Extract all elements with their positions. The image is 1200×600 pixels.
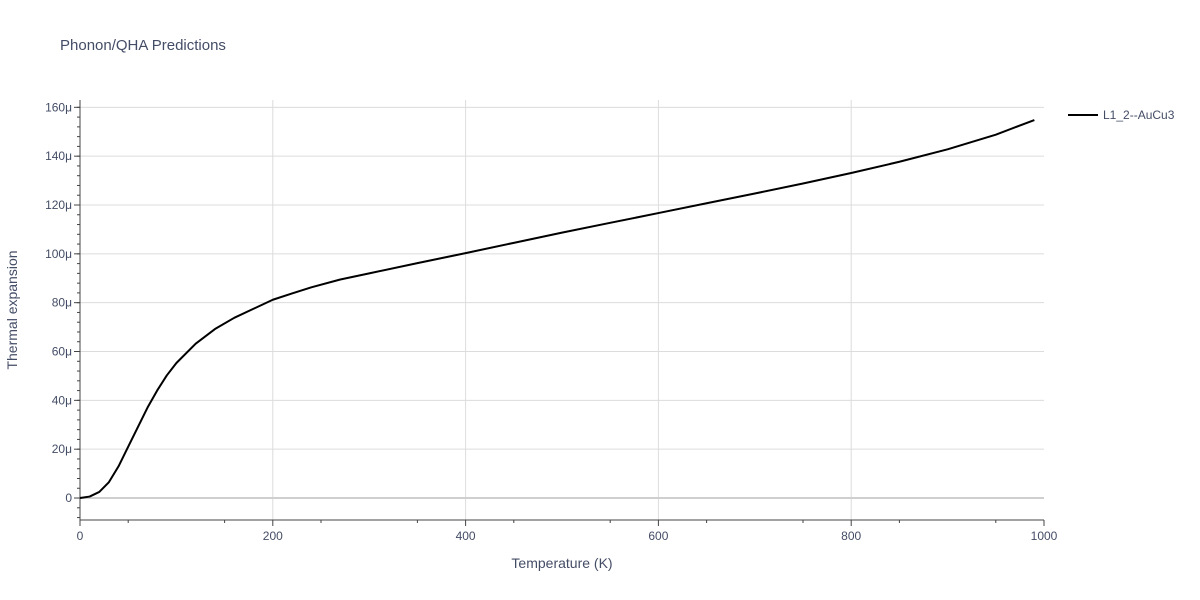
legend[interactable]: L1_2--AuCu3 bbox=[1068, 108, 1175, 122]
x-tick-label: 1000 bbox=[1031, 529, 1058, 543]
grid-layer bbox=[80, 100, 1044, 520]
x-axis-title: Temperature (K) bbox=[511, 555, 612, 571]
y-tick-label: 120μ bbox=[45, 198, 72, 212]
y-tick-label: 40μ bbox=[52, 393, 72, 407]
chart-title: Phonon/QHA Predictions bbox=[60, 37, 226, 54]
y-tick-label: 0 bbox=[65, 491, 72, 505]
y-tick-label: 60μ bbox=[52, 345, 72, 359]
legend-label: L1_2--AuCu3 bbox=[1103, 108, 1175, 122]
y-tick-label: 100μ bbox=[45, 247, 72, 261]
y-axis-title: Thermal expansion bbox=[4, 250, 20, 369]
plot-layer bbox=[79, 119, 1035, 500]
y-tick-label: 140μ bbox=[45, 149, 72, 163]
series-line[interactable] bbox=[79, 119, 1035, 500]
y-tick-label: 80μ bbox=[52, 296, 72, 310]
x-tick-label: 0 bbox=[77, 529, 84, 543]
axis-layer: 0 200 400 600 800 1000 0 20μ 40μ 60μ 80μ 100μ 120μ 14… bbox=[45, 100, 1058, 543]
x-tick-label: 200 bbox=[263, 529, 283, 543]
x-tick-label: 400 bbox=[456, 529, 476, 543]
x-tick-label: 600 bbox=[648, 529, 668, 543]
y-tick-label: 160μ bbox=[45, 100, 72, 114]
x-tick-label: 800 bbox=[841, 529, 861, 543]
y-tick-label: 20μ bbox=[52, 442, 72, 456]
